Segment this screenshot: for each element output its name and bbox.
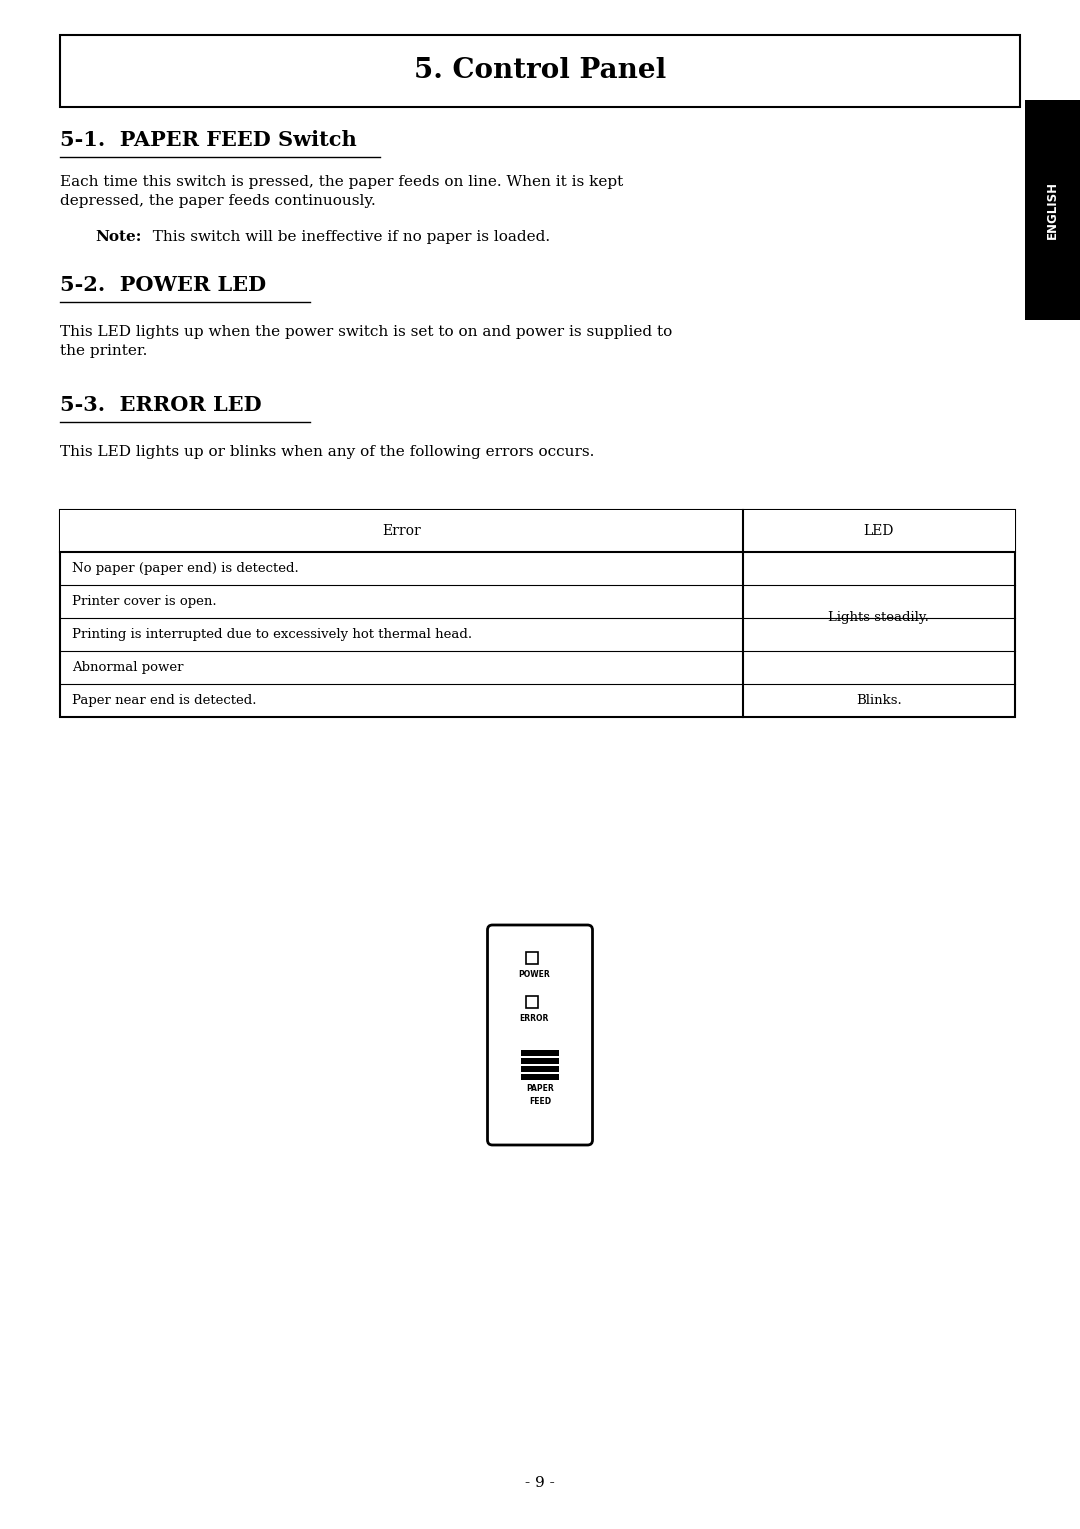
Text: Paper near end is detected.: Paper near end is detected.	[72, 694, 257, 706]
Text: POWER: POWER	[518, 969, 550, 979]
Text: Abnormal power: Abnormal power	[72, 661, 184, 674]
Text: 5-3.  ERROR LED: 5-3. ERROR LED	[60, 394, 261, 414]
Text: No paper (paper end) is detected.: No paper (paper end) is detected.	[72, 563, 299, 575]
Text: ERROR: ERROR	[519, 1014, 549, 1023]
Bar	[521, 1066, 559, 1072]
Bar	[1025, 99, 1080, 320]
Text: Printer cover is open.: Printer cover is open.	[72, 595, 217, 609]
Text: - 9 -: - 9 -	[525, 1475, 555, 1489]
Text: This LED lights up or blinks when any of the following errors occurs.: This LED lights up or blinks when any of…	[60, 445, 594, 459]
Text: Blinks.: Blinks.	[856, 694, 902, 706]
Text: PAPER: PAPER	[526, 1084, 554, 1093]
Text: Printing is interrupted due to excessively hot thermal head.: Printing is interrupted due to excessive…	[72, 628, 472, 641]
Text: 5-1.  PAPER FEED Switch: 5-1. PAPER FEED Switch	[60, 130, 356, 150]
Bar	[60, 511, 1015, 717]
Text: This LED lights up when the power switch is set to on and power is supplied to
t: This LED lights up when the power switch…	[60, 326, 672, 358]
FancyBboxPatch shape	[487, 925, 593, 1145]
Bar	[521, 1073, 559, 1079]
Bar	[526, 953, 538, 963]
Bar	[60, 511, 1015, 552]
Text: Each time this switch is pressed, the paper feeds on line. When it is kept
depre: Each time this switch is pressed, the pa…	[60, 174, 623, 208]
Text: Lights steadily.: Lights steadily.	[828, 612, 930, 624]
Bar	[526, 995, 538, 1008]
Text: 5. Control Panel: 5. Control Panel	[414, 58, 666, 84]
FancyBboxPatch shape	[60, 35, 1020, 107]
Text: LED: LED	[864, 524, 894, 538]
Bar	[521, 1058, 559, 1064]
Text: ENGLISH: ENGLISH	[1047, 180, 1059, 239]
Text: Error: Error	[382, 524, 421, 538]
Text: FEED: FEED	[529, 1096, 551, 1105]
Text: 5-2.  POWER LED: 5-2. POWER LED	[60, 275, 266, 295]
Text: Note:: Note:	[95, 229, 141, 245]
Text: This switch will be ineffective if no paper is loaded.: This switch will be ineffective if no pa…	[143, 229, 550, 245]
Bar	[521, 1050, 559, 1055]
